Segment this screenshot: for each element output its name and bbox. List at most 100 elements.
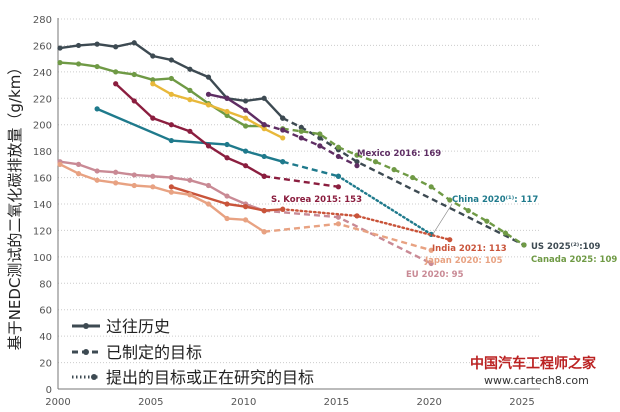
data-point (298, 128, 304, 134)
data-point (317, 131, 323, 137)
data-point (205, 74, 212, 80)
data-point (168, 174, 174, 181)
series-line-enacted (282, 127, 525, 246)
y-tick-label: 80 (39, 279, 52, 290)
y-tick-label: 240 (33, 68, 52, 79)
data-point (187, 192, 193, 198)
y-tick-label: 40 (39, 332, 52, 343)
data-point (113, 69, 119, 75)
data-point (354, 152, 360, 158)
data-point (335, 153, 341, 160)
data-point (168, 75, 174, 82)
data-point (243, 163, 249, 169)
data-point (168, 91, 174, 97)
data-point (280, 159, 286, 165)
data-point (335, 214, 341, 220)
data-point (298, 135, 304, 141)
data-point (187, 177, 193, 183)
data-point (131, 71, 137, 78)
data-point (131, 182, 137, 189)
data-point (187, 128, 193, 134)
series-line-history (59, 163, 265, 233)
data-point (317, 135, 323, 141)
data-point (75, 42, 82, 49)
data-point (280, 127, 286, 133)
watermark-url: www.cartech8.com (484, 374, 589, 387)
x-tick-label: 2000 (45, 397, 70, 408)
data-point (94, 41, 100, 47)
data-point (57, 45, 63, 51)
china-callout-line (432, 203, 453, 235)
legend-dotted-marker (91, 374, 97, 380)
data-point (280, 206, 286, 212)
series-8 (57, 161, 434, 253)
series-line-enacted (282, 160, 339, 178)
label-canada: Canada 2025: 109 (531, 255, 617, 265)
x-tick-label: 2005 (138, 397, 163, 408)
data-point (261, 95, 267, 101)
legend-dashed-marker (83, 349, 89, 355)
series-line-proposed (337, 175, 433, 236)
label-mexico: Mexico 2016: 169 (357, 149, 441, 159)
series-line-history (152, 82, 284, 140)
data-point (75, 161, 82, 167)
watermark-text: 中国汽车工程师之家 (470, 355, 597, 372)
y-axis: 0 20 40 60 80 100 120 140 160 180 200 220 240 260 280 (33, 15, 52, 396)
data-point (57, 161, 63, 167)
data-point (428, 184, 434, 190)
x-tick-label: 2010 (231, 397, 256, 408)
data-point (150, 184, 156, 190)
y-tick-label: 20 (39, 359, 52, 370)
series-2 (150, 81, 286, 141)
legend-proposed: 提出的目标或正在研究的目标 (106, 368, 314, 387)
x-tick-label: 2020 (416, 397, 441, 408)
data-point (261, 126, 267, 132)
series-4 (94, 106, 434, 237)
y-tick-label: 260 (33, 41, 52, 52)
label-japan: Japan 2020: 105 (424, 256, 503, 266)
data-point (372, 159, 379, 165)
series-3 (205, 91, 360, 169)
y-tick-label: 280 (33, 15, 52, 26)
data-point (75, 171, 82, 177)
x-tick-label: 2015 (324, 397, 349, 408)
data-point (131, 172, 137, 178)
data-point (243, 217, 249, 223)
data-point (335, 144, 341, 150)
data-point (261, 229, 267, 235)
data-point (150, 115, 156, 121)
series-line-enacted (282, 117, 525, 247)
data-point (410, 174, 416, 181)
data-point (465, 208, 471, 214)
data-point (224, 108, 230, 115)
data-point (261, 153, 267, 160)
data-point (150, 77, 156, 83)
data-point (113, 44, 119, 50)
label-us: US 2025⁽²⁾:109 (531, 242, 600, 252)
data-point (94, 177, 100, 183)
data-point (168, 122, 174, 128)
series-line-history (59, 61, 265, 128)
data-point (428, 260, 434, 267)
data-point (224, 155, 230, 161)
y-tick-label: 160 (33, 174, 52, 185)
data-point (205, 182, 212, 189)
data-point (243, 204, 249, 210)
data-point (224, 215, 230, 222)
data-point (280, 135, 286, 141)
series-line-history (59, 160, 265, 212)
data-point (150, 173, 156, 179)
data-point (354, 213, 360, 219)
data-point (168, 184, 174, 190)
data-point (243, 107, 249, 113)
series-line-enacted (263, 175, 339, 189)
series-line-history (208, 93, 265, 126)
data-point (94, 168, 100, 174)
data-point (243, 148, 249, 154)
data-point (391, 167, 397, 173)
y-tick-label: 120 (33, 226, 52, 237)
series-5 (113, 81, 341, 190)
data-point (447, 237, 453, 243)
data-point (243, 115, 249, 121)
